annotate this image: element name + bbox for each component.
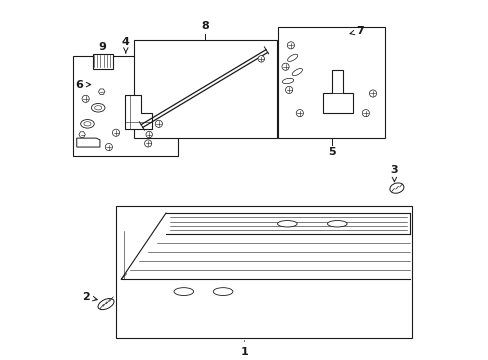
Circle shape [368,90,376,97]
Ellipse shape [91,103,105,112]
Circle shape [144,140,151,147]
Text: 3: 3 [390,165,397,182]
Text: 7: 7 [349,26,364,36]
Bar [278,27,385,138]
Text: 4: 4 [122,37,129,53]
Ellipse shape [81,120,94,128]
Ellipse shape [277,221,297,227]
Polygon shape [323,70,353,113]
Text: 2: 2 [81,292,97,302]
Text: 5: 5 [327,147,335,157]
Text: 6: 6 [76,80,91,90]
Circle shape [105,144,112,150]
Circle shape [258,56,264,62]
Ellipse shape [98,298,114,310]
Ellipse shape [327,221,346,227]
Bar [116,206,411,338]
Polygon shape [77,138,100,147]
Circle shape [296,109,303,117]
Ellipse shape [84,122,91,126]
Text: 8: 8 [201,21,209,31]
Ellipse shape [94,105,102,110]
Text: 9: 9 [99,42,106,61]
Polygon shape [98,89,105,94]
Polygon shape [79,132,85,137]
Ellipse shape [287,54,297,62]
Bar [73,56,178,156]
Text: 1: 1 [240,341,248,357]
Ellipse shape [292,68,302,76]
Circle shape [112,129,120,136]
Circle shape [285,86,292,94]
Circle shape [282,63,288,70]
Ellipse shape [389,183,403,193]
Ellipse shape [213,288,232,296]
Ellipse shape [282,78,293,84]
Bar [93,54,113,68]
Ellipse shape [174,288,193,296]
Polygon shape [124,95,151,129]
Bar [134,40,276,138]
Circle shape [146,131,152,138]
Circle shape [82,95,89,102]
Circle shape [362,109,368,117]
Circle shape [155,120,162,127]
Circle shape [287,42,294,49]
